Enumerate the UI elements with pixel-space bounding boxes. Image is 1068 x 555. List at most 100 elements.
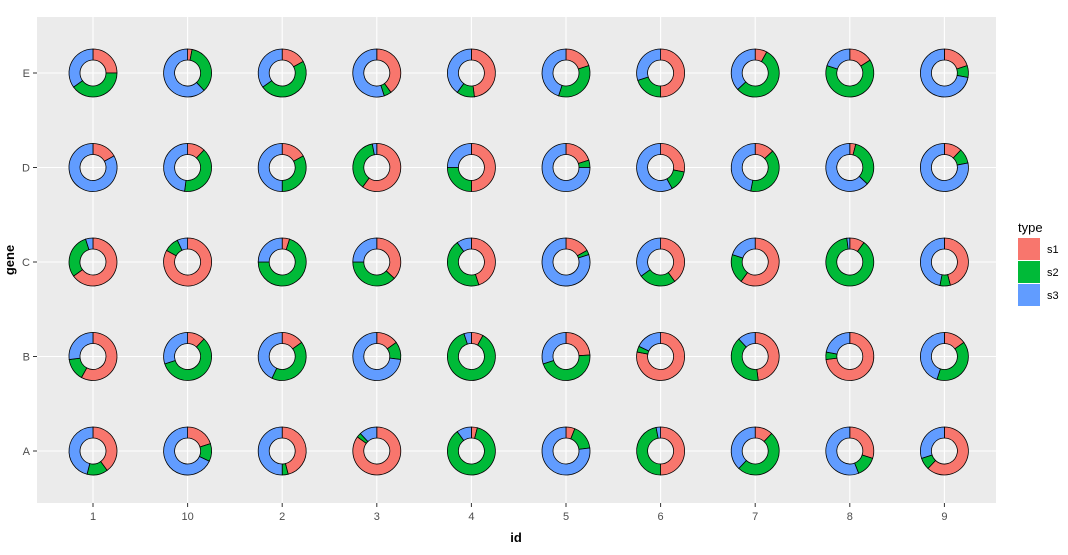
donut-C-2: [257, 237, 307, 287]
donut-C-3: [352, 237, 402, 287]
x-tick-label-3: 3: [374, 511, 380, 523]
legend-label-s3: s3: [1047, 290, 1059, 302]
slice-C-6-s3: [636, 237, 661, 277]
x-tick-label-4: 4: [468, 511, 474, 523]
donut-B-6: [636, 332, 685, 381]
y-tick-labels: A B C D E: [22, 68, 37, 458]
donut-B-8: [825, 332, 875, 381]
slice-D-3-s3: [371, 143, 378, 156]
donut-D-6: [636, 143, 685, 192]
slice-B-3-s3: [352, 332, 402, 381]
donut-A-6: [636, 426, 685, 476]
slice-B-1-s1: [80, 332, 118, 381]
donut-E-1: [68, 48, 118, 98]
legend: type s1 s2 s3: [1018, 220, 1059, 306]
donut-B-10: [163, 332, 212, 381]
slice-E-8-s2: [825, 59, 875, 98]
slice-D-10-s3: [163, 143, 188, 192]
slice-B-6-s3: [638, 332, 661, 352]
slice-A-9-s1: [927, 426, 969, 476]
donut-C-5: [541, 237, 591, 287]
slice-B-9-s3: [920, 332, 945, 380]
donut-C-4: [447, 237, 496, 287]
x-tick-label-1: 1: [90, 511, 96, 523]
slice-A-7-s3: [730, 426, 756, 470]
donut-B-1: [68, 332, 118, 381]
donut-C-8: [825, 237, 875, 287]
slice-B-4-s2: [447, 333, 496, 381]
donut-E-5: [541, 48, 591, 98]
slice-A-6-s3: [655, 426, 661, 439]
slice-A-7-s2: [738, 432, 780, 476]
x-tick-label-8: 8: [847, 511, 853, 523]
slice-E-1-s3: [68, 48, 94, 88]
slice-A-8-s3: [825, 426, 860, 476]
slice-A-6-s1: [660, 426, 685, 476]
donut-A-2: [257, 426, 307, 476]
legend-label-s2: s2: [1047, 267, 1059, 279]
slice-B-1-s3: [68, 332, 94, 360]
slice-D-3-s1: [362, 143, 402, 192]
donut-E-7: [730, 48, 780, 98]
donut-A-4: [447, 426, 496, 476]
legend-label-s1: s1: [1047, 244, 1059, 256]
donut-E-4: [447, 48, 496, 98]
slice-E-3-s3: [352, 48, 385, 98]
slice-D-6-s3: [636, 143, 673, 192]
slice-C-8-s2: [825, 237, 875, 287]
slice-D-4-s3: [446, 143, 472, 168]
slice-B-10-s3: [163, 332, 188, 365]
donut-D-8: [825, 143, 875, 192]
donut-B-5: [541, 332, 591, 381]
donut-C-6: [636, 237, 685, 287]
donut-D-2: [257, 143, 307, 192]
slice-E-8-s3: [826, 48, 851, 70]
donut-E-10: [163, 48, 212, 98]
slice-A-4-s3: [456, 426, 472, 442]
donut-C-1: [68, 237, 118, 287]
slice-D-1-s3: [68, 143, 118, 192]
donut-A-7: [730, 426, 780, 476]
y-tick-label-C: C: [22, 257, 30, 269]
x-tick-label-7: 7: [752, 511, 758, 523]
y-tick-label-D: D: [22, 163, 30, 175]
donut-B-7: [730, 332, 780, 381]
donut-A-10: [163, 426, 212, 476]
donut-D-7: [730, 143, 780, 192]
slice-D-9-s3: [920, 143, 969, 192]
donut-A-9: [920, 426, 969, 476]
slice-E-2-s3: [257, 48, 283, 88]
donut-B-3: [352, 332, 402, 381]
slice-A-1-s3: [68, 426, 94, 475]
donut-B-9: [920, 332, 969, 381]
donut-D-3: [352, 143, 402, 192]
slice-C-10-s3: [176, 237, 188, 251]
slice-B-8-s3: [825, 332, 851, 355]
slice-D-7-s3: [730, 143, 756, 192]
x-tick-label-6: 6: [658, 511, 664, 523]
legend-title: type: [1018, 220, 1043, 235]
slice-E-5-s3: [541, 48, 567, 97]
x-tick-label-5: 5: [563, 511, 569, 523]
slice-C-10-s1: [163, 237, 212, 287]
slice-C-4-s3: [456, 237, 472, 253]
slice-B-6-s1: [636, 332, 685, 381]
slice-E-10-s3: [163, 48, 205, 98]
x-tick-labels: 1 10 2 3 4 5 6 7 8 9: [90, 503, 947, 523]
donut-E-3: [352, 48, 402, 98]
slice-D-5-s3: [541, 143, 591, 192]
slice-C-2-s2: [257, 238, 307, 287]
slice-C-9-s3: [920, 237, 945, 287]
slice-C-1-s1: [73, 237, 118, 287]
donut-A-3: [352, 426, 402, 476]
slice-E-7-s3: [730, 48, 756, 90]
slice-C-8-s3: [846, 237, 851, 250]
legend-key-s1: [1018, 238, 1040, 260]
slice-B-2-s3: [257, 332, 283, 379]
slice-C-7-s1: [740, 237, 780, 287]
x-tick-label-2: 2: [279, 511, 285, 523]
slice-C-1-s3: [85, 237, 94, 251]
slice-B-4-s3: [463, 332, 472, 345]
slice-C-5-s3: [541, 237, 591, 287]
